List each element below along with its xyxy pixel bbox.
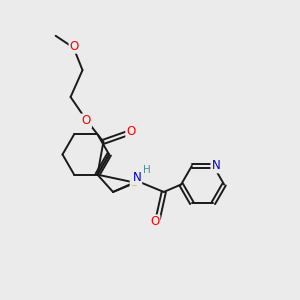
Text: S: S <box>130 176 138 189</box>
Text: N: N <box>133 171 141 184</box>
Text: H: H <box>143 165 151 175</box>
Text: O: O <box>126 125 136 138</box>
Text: N: N <box>212 159 220 172</box>
Text: O: O <box>150 215 160 228</box>
Text: O: O <box>70 40 79 53</box>
Text: O: O <box>82 114 91 128</box>
